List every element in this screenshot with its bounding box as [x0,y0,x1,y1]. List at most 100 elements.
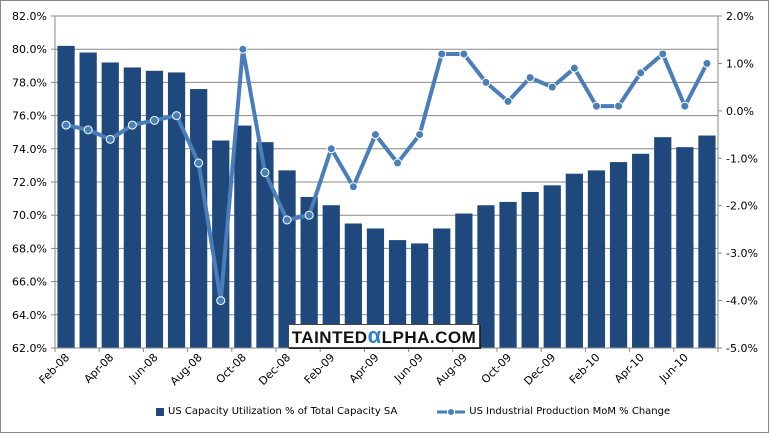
bar [477,205,495,348]
bar [57,45,75,348]
line-point [149,115,159,125]
bar [388,240,407,348]
bar [167,72,186,348]
x-tick-label: Oct-08 [214,351,249,386]
x-tick-label: Aug-09 [433,351,470,388]
y-right-tick-label: -3.0% [726,247,758,260]
y-right-tick-label: 1.0% [726,57,754,70]
line-point [415,130,425,140]
legend-label: US Industrial Production MoM % Change [469,406,671,417]
y-right-tick-label: -4.0% [726,295,758,308]
line-point [658,49,668,59]
x-tick-label: Jun-08 [126,351,161,386]
bar [366,228,385,348]
bar [676,147,694,348]
bar [101,62,119,348]
line-point [437,49,447,59]
line-point [680,101,690,111]
bar [411,243,429,348]
bar [300,196,318,348]
x-tick-label: Apr-10 [612,351,647,386]
bar [433,228,451,348]
line-point [702,58,712,68]
bar [145,70,164,348]
y-left-tick-label: 64.0% [12,309,47,322]
line-point [61,120,71,130]
y-left-tick-label: 78.0% [12,76,47,89]
x-tick-label: Feb-10 [567,351,603,387]
line-point [194,158,204,168]
bar [212,140,230,348]
bar [123,67,141,349]
bar [322,205,340,348]
y-right-tick-label: -1.0% [726,152,758,165]
bar [543,185,561,348]
bar [79,52,97,349]
y-right-tick-label: 0.0% [726,105,754,118]
bar [256,142,274,348]
line-point [393,158,403,168]
y-left-tick-label: 62.0% [12,342,47,355]
legend-line-swatch [437,407,466,416]
bar [278,170,296,348]
y-left-tick-label: 70.0% [12,209,47,222]
line-point [636,68,646,78]
line-point [172,111,182,121]
bar [521,191,539,348]
line-point [348,182,358,192]
bar [190,89,208,348]
bar [565,173,583,348]
bar [587,170,606,348]
line-point [525,73,535,83]
y-right-tick-label: 2.0% [726,10,754,23]
y-left-tick-label: 76.0% [12,110,47,123]
y-left-tick-label: 68.0% [12,242,47,255]
line-point [105,134,115,144]
line-point [547,82,557,92]
x-tick-label: Aug-08 [168,351,205,388]
line-point [127,120,137,130]
line-point [326,144,336,154]
y-right-tick-label: -2.0% [726,200,758,213]
watermark-alpha: α [367,323,382,348]
y-right-tick-label: -5.0% [726,342,758,355]
legend-bar-swatch [156,407,164,416]
x-tick-label: Apr-09 [347,351,382,386]
legend-item-capacity: US Capacity Utilization % of Total Capac… [156,406,397,417]
line-point [216,296,226,306]
line-point [569,63,579,73]
line-point [614,101,624,111]
watermark-text: LPHA.COM [381,328,477,347]
line-point [459,49,469,59]
x-tick-label: Dec-09 [521,351,558,388]
x-tick-label: Oct-09 [479,351,514,386]
bar [632,153,650,348]
bar [455,213,473,348]
x-tick-label: Jun-10 [656,351,691,386]
legend-label: US Capacity Utilization % of Total Capac… [168,406,398,417]
bar [609,162,628,348]
bar [499,201,517,348]
x-tick-label: Feb-08 [36,351,72,387]
legend: US Capacity Utilization % of Total Capac… [156,406,670,417]
bar [698,135,716,348]
x-tick-label: Feb-09 [302,351,338,387]
y-left-tick-label: 72.0% [12,176,47,189]
bar [234,125,252,348]
legend-item-production: US Industrial Production MoM % Change [437,406,670,417]
line-point [481,77,491,87]
line-point [83,125,93,135]
x-tick-label: Dec-08 [256,351,293,388]
watermark-text: TAINTED [291,328,368,347]
line-point [370,130,380,140]
watermark-logo: TAINTEDαLPHA.COM [288,324,480,348]
x-tick-label: Jun-09 [391,351,426,386]
line-point [304,210,314,220]
y-left-tick-label: 66.0% [12,276,47,289]
line-point [503,96,513,106]
y-left-tick-label: 82.0% [12,10,47,23]
line-point [591,101,601,111]
y-left-tick-label: 80.0% [12,43,47,56]
